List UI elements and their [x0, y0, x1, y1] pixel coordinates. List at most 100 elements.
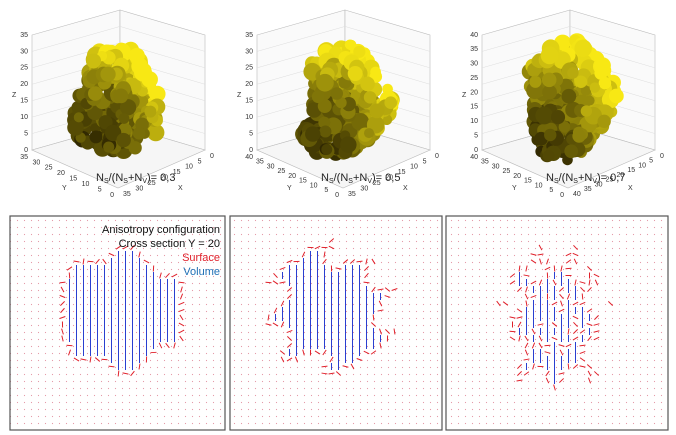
y-tick-label: 35 — [481, 159, 489, 166]
z-tick-label: 20 — [20, 81, 28, 88]
z-tick-label: 5 — [24, 130, 28, 137]
label-part: +N — [578, 172, 592, 184]
y-tick-label: 20 — [513, 173, 521, 180]
cluster-atom — [340, 136, 357, 153]
y-tick-label: 35 — [256, 159, 264, 166]
y-tick-label: 40 — [245, 154, 253, 161]
section-frame — [230, 216, 442, 430]
z-tick-label: 20 — [245, 81, 253, 88]
cluster-atom — [144, 106, 156, 118]
cluster-atom — [360, 77, 375, 92]
x-axis-label: X — [178, 185, 183, 192]
x-tick-label: 5 — [423, 158, 427, 165]
label-part: /(N — [334, 172, 349, 184]
legend-subtitle: Cross section Y = 20 — [119, 238, 220, 250]
cluster-atom — [567, 67, 579, 79]
cluster-atom — [574, 40, 591, 57]
surface-spin — [545, 345, 551, 346]
z-axis-label: Z — [237, 92, 242, 99]
z-tick-label: 15 — [245, 98, 253, 105]
cluster-atom — [535, 107, 553, 125]
x-tick-label: 35 — [123, 191, 131, 198]
cluster-atom — [74, 112, 84, 122]
x-axis-label: X — [628, 185, 633, 192]
y-tick-label: 0 — [335, 192, 339, 199]
z-tick-label: 10 — [245, 114, 253, 121]
y-tick-label: 20 — [288, 173, 296, 180]
cluster-atom — [100, 67, 115, 82]
label-part: /(N — [109, 172, 124, 184]
cluster-atom — [116, 133, 130, 147]
panel-label: NS/(NS+NV)= 0,3 — [96, 172, 175, 185]
cluster-atom — [133, 127, 146, 140]
cluster-atom — [103, 142, 114, 153]
cluster-atom — [119, 113, 130, 124]
x-tick-label: 10 — [185, 164, 193, 171]
x-tick-label: 0 — [210, 153, 214, 160]
z-tick-label: 25 — [245, 65, 253, 72]
surface-spin — [67, 345, 73, 346]
section-frame — [446, 216, 668, 430]
cluster-atom — [348, 66, 363, 81]
cluster-atom — [541, 46, 559, 64]
cluster-atom — [321, 144, 332, 155]
z-tick-label: 35 — [20, 32, 28, 39]
cluster-atom — [551, 110, 565, 124]
legend-surface: Surface — [182, 252, 220, 264]
label-part: N — [321, 172, 329, 184]
y-tick-label: 15 — [299, 178, 307, 185]
cluster-atom — [128, 141, 141, 154]
y-tick-label: 30 — [492, 163, 500, 170]
y-tick-label: 25 — [45, 165, 53, 172]
label-part: N — [546, 172, 554, 184]
x-axis-label: X — [403, 185, 408, 192]
cluster-atom — [316, 74, 334, 92]
label-part: )= 0,3 — [147, 172, 175, 184]
z-tick-label: 5 — [249, 130, 253, 137]
z-axis-label: Z — [12, 92, 17, 99]
z-tick-label: 10 — [20, 114, 28, 121]
y-tick-label: 25 — [277, 168, 285, 175]
z-tick-label: 10 — [470, 118, 478, 125]
y-tick-label: 25 — [502, 168, 510, 175]
y-axis-label: Y — [512, 185, 517, 192]
x-tick-label: 5 — [649, 158, 653, 165]
panel-label: NS/(NS+NV)= 0,5 — [321, 172, 400, 185]
y-tick-label: 35 — [20, 154, 28, 161]
y-tick-label: 15 — [69, 176, 77, 183]
cluster-atom — [305, 126, 320, 141]
cluster-atom — [561, 89, 576, 104]
cluster-atom — [572, 129, 585, 142]
y-tick-label: 5 — [98, 186, 102, 193]
cluster-atom — [598, 115, 611, 128]
z-tick-label: 15 — [20, 98, 28, 105]
surface-spin — [582, 294, 583, 300]
z-tick-label: 5 — [474, 132, 478, 139]
y-tick-label: 10 — [535, 182, 543, 189]
surface-spin — [364, 282, 370, 283]
z-tick-label: 40 — [470, 32, 478, 39]
cluster-atom — [142, 71, 158, 87]
surface-spin — [118, 371, 119, 377]
surface-spin — [88, 261, 94, 262]
y-tick-label: 0 — [560, 192, 564, 199]
y-tick-label: 5 — [324, 187, 328, 194]
z-axis-label: Z — [462, 92, 467, 99]
cluster-atom — [364, 128, 374, 138]
cluster-atom — [331, 87, 344, 100]
x-tick-label: 35 — [348, 191, 356, 198]
cluster-atom — [89, 130, 102, 143]
cluster-atom — [564, 144, 578, 158]
z-tick-label: 0 — [24, 147, 28, 154]
y-tick-label: 30 — [32, 159, 40, 166]
x-tick-label: 0 — [435, 153, 439, 160]
y-tick-label: 10 — [82, 181, 90, 188]
legend-title: Anisotropy configuration — [102, 224, 220, 236]
surface-spin — [568, 364, 569, 370]
cluster-atom — [543, 150, 555, 162]
cluster-atom — [609, 89, 624, 104]
label-part: N — [96, 172, 104, 184]
cluster-atom — [594, 67, 607, 80]
cluster-atom — [590, 82, 600, 92]
figure: 05101520253035Z05101520253035Y0510152025… — [0, 0, 676, 435]
